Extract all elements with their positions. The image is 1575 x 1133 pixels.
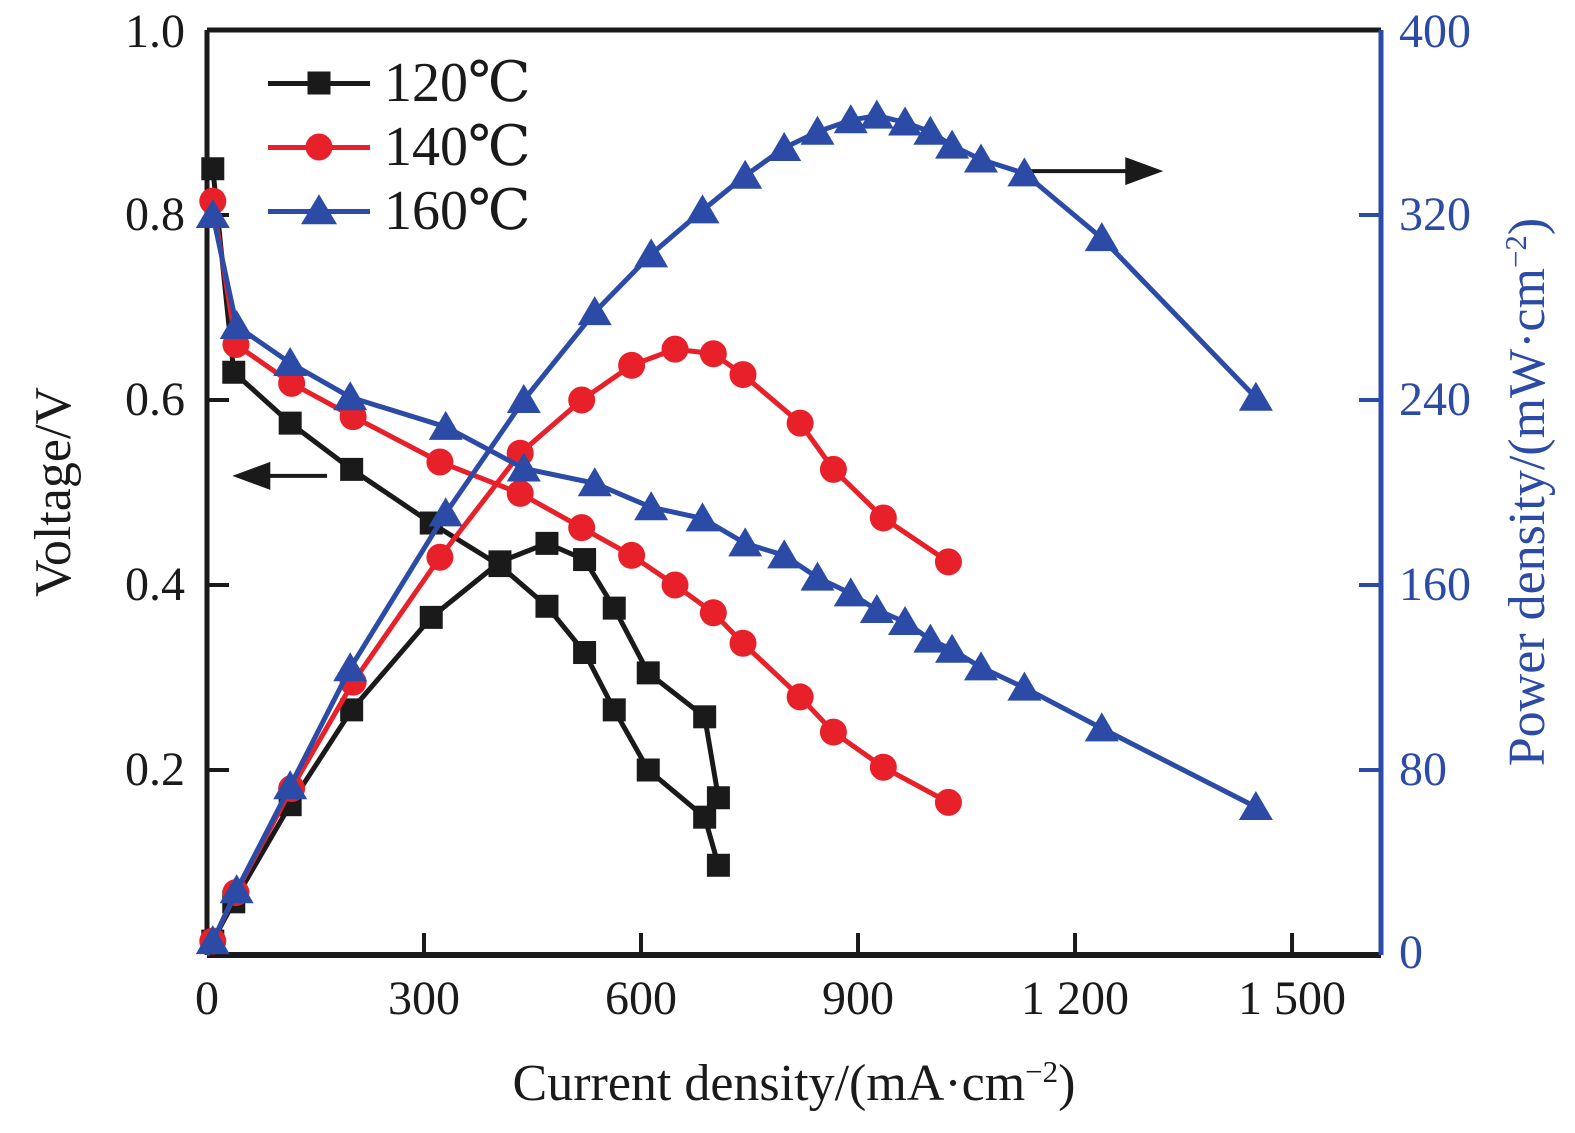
axis-direction-arrow-voltage-axis	[232, 461, 328, 490]
series-160-power-curve	[195, 99, 1273, 956]
axis-ticks	[207, 213, 1381, 955]
series-160-voltage-curve	[195, 199, 1273, 820]
series-120-power-curve	[201, 531, 730, 956]
series-140-voltage-curve	[199, 187, 962, 816]
axis-direction-arrow-power-axis	[1027, 157, 1164, 186]
plot-frame	[204, 27, 1384, 958]
